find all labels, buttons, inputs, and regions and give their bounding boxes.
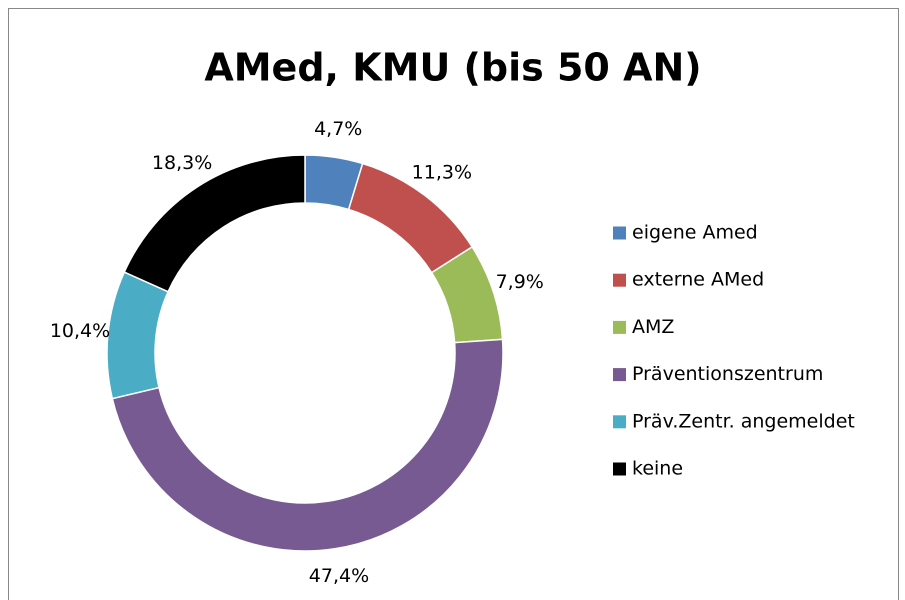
donut-segment xyxy=(111,338,504,552)
legend-label: AMZ xyxy=(632,316,674,338)
legend-label: eigene Amed xyxy=(632,222,758,244)
legend-label: keine xyxy=(632,458,683,480)
data-label: 10,4% xyxy=(50,320,110,342)
legend-label: Präventionszentrum xyxy=(632,363,823,385)
legend-swatch xyxy=(613,368,626,382)
legend-swatch xyxy=(613,226,626,240)
data-label: 11,3% xyxy=(412,162,472,184)
legend-swatch xyxy=(613,462,626,476)
chart-title: AMed, KMU (bis 50 AN) xyxy=(204,46,701,90)
legend-swatch xyxy=(613,415,626,429)
donut-segment xyxy=(123,154,306,293)
legend-label: externe AMed xyxy=(632,269,764,291)
data-label: 18,3% xyxy=(152,152,212,174)
data-label: 7,9% xyxy=(496,271,544,293)
data-label: 47,4% xyxy=(309,565,369,587)
legend-swatch xyxy=(613,320,626,334)
legend-label: Präv.Zentr. angemeldet xyxy=(632,410,855,432)
data-label: 4,7% xyxy=(314,118,362,140)
legend-swatch xyxy=(613,273,626,287)
